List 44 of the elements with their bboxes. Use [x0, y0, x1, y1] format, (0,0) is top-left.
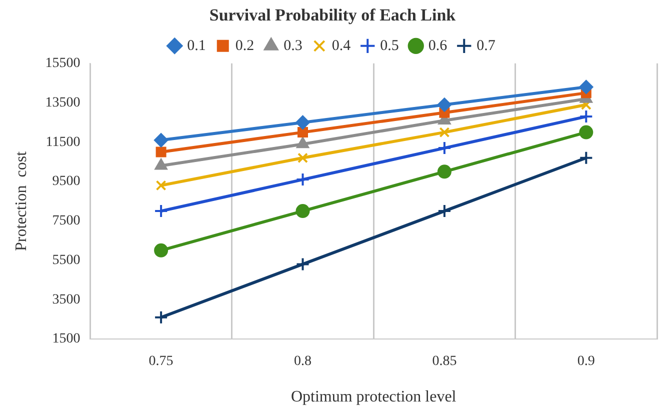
point [437, 204, 452, 218]
legend-label: 0.5 [380, 38, 399, 54]
y-tick-label: 1500 [52, 332, 80, 347]
point [296, 257, 310, 272]
y-tick-label: 7500 [52, 214, 80, 229]
point [437, 98, 452, 112]
chart-title: Survival Probability of Each Link [209, 6, 456, 25]
point [156, 146, 166, 158]
point [298, 127, 308, 138]
y-tick-label: 11500 [46, 134, 80, 150]
point [154, 243, 168, 258]
point [296, 115, 310, 130]
point [437, 164, 452, 179]
point [439, 127, 450, 138]
point [579, 80, 594, 94]
x-tick-label: 0.75 [148, 354, 174, 370]
point [579, 110, 594, 124]
legend-label: 0.6 [428, 38, 448, 54]
point [296, 137, 309, 148]
x-tick-label: 0.9 [577, 354, 595, 370]
legend-label: 0.3 [284, 38, 302, 54]
point [296, 172, 310, 187]
y-tick-label: 5500 [52, 252, 80, 268]
point [579, 150, 594, 165]
y-tick-label: 3500 [52, 292, 80, 308]
y-tick-label: 13500 [45, 95, 80, 110]
point [154, 133, 168, 148]
point [579, 125, 594, 140]
y-tick-label: 15500 [45, 56, 80, 72]
x-axis-title: Optimum protection level [290, 388, 457, 406]
y-axis-title: Protection cost [12, 150, 30, 251]
legend-label: 0.4 [332, 38, 352, 54]
legend-label: 0.1 [187, 38, 206, 54]
legend-label: 0.7 [476, 38, 496, 54]
point [437, 141, 452, 156]
point [296, 204, 310, 218]
legend-label: 0.2 [235, 38, 254, 54]
point [154, 310, 168, 324]
point [156, 180, 166, 191]
point [154, 204, 168, 218]
x-tick-label: 0.85 [432, 354, 457, 370]
x-tick-label: 0.8 [294, 354, 312, 370]
y-tick-label: 9500 [52, 174, 80, 190]
point [298, 152, 308, 164]
